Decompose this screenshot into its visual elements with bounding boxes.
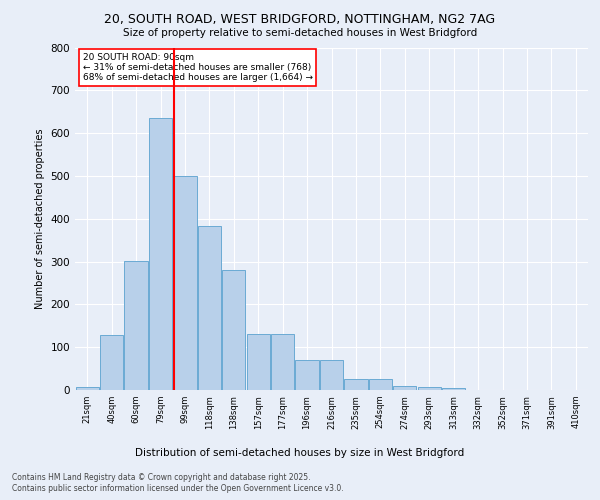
Text: 20 SOUTH ROAD: 90sqm
← 31% of semi-detached houses are smaller (768)
68% of semi: 20 SOUTH ROAD: 90sqm ← 31% of semi-detac… [83, 52, 313, 82]
Text: Contains public sector information licensed under the Open Government Licence v3: Contains public sector information licen… [12, 484, 344, 493]
Bar [442, 388, 465, 390]
Bar [124, 260, 148, 390]
Bar [247, 334, 270, 390]
Bar [369, 380, 392, 390]
Bar [149, 118, 172, 390]
Bar [198, 226, 221, 390]
Bar [271, 334, 294, 390]
Bar [222, 270, 245, 390]
Bar [173, 176, 197, 390]
Bar [418, 386, 441, 390]
Bar [393, 386, 416, 390]
Text: 20, SOUTH ROAD, WEST BRIDGFORD, NOTTINGHAM, NG2 7AG: 20, SOUTH ROAD, WEST BRIDGFORD, NOTTINGH… [104, 12, 496, 26]
Bar [320, 360, 343, 390]
Text: Distribution of semi-detached houses by size in West Bridgford: Distribution of semi-detached houses by … [136, 448, 464, 458]
Bar [344, 380, 368, 390]
Y-axis label: Number of semi-detached properties: Number of semi-detached properties [35, 128, 45, 309]
Text: Contains HM Land Registry data © Crown copyright and database right 2025.: Contains HM Land Registry data © Crown c… [12, 472, 311, 482]
Bar [295, 360, 319, 390]
Text: Size of property relative to semi-detached houses in West Bridgford: Size of property relative to semi-detach… [123, 28, 477, 38]
Bar [76, 386, 99, 390]
Bar [100, 335, 123, 390]
